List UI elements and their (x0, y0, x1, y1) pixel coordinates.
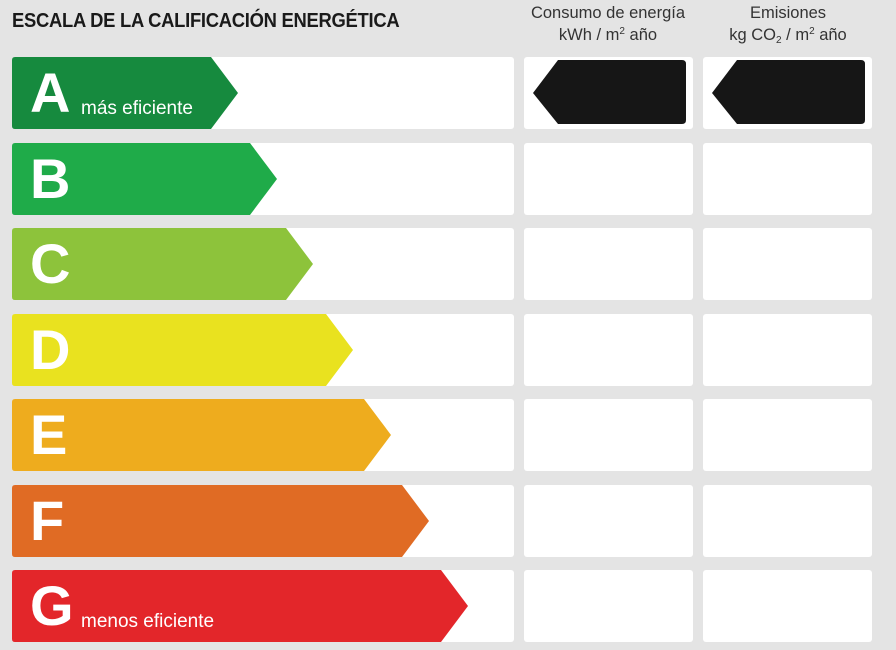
emisiones-cell-a (703, 57, 872, 129)
rating-arrow-f (12, 485, 429, 557)
emisiones-cell-d (703, 314, 872, 386)
consumo-cell-a (524, 57, 693, 129)
rating-letter-a: A (30, 61, 71, 124)
rating-arrow-a (12, 57, 238, 129)
rating-row-d: D (12, 314, 514, 386)
consumo-cell-e (524, 399, 693, 471)
rating-letter-d: D (30, 318, 71, 381)
consumo-cell-g (524, 570, 693, 642)
emisiones-cell-f (703, 485, 872, 557)
emisiones-column-header: Emisiones kg CO2 / m2 año (700, 2, 876, 46)
rating-row-b: B (12, 143, 514, 215)
rating-bar-e: E (12, 399, 391, 471)
rating-row-c: C (12, 228, 514, 300)
emisiones-header-line1: Emisiones (749, 4, 827, 22)
emisiones-cell-g (703, 570, 872, 642)
rating-bar-c: C (12, 228, 313, 300)
rating-letter-e: E (30, 403, 68, 466)
rating-label-a: más eficiente (81, 98, 193, 119)
rating-arrow-g (12, 570, 468, 642)
rating-letter-c: C (30, 232, 71, 295)
rating-bar-f: F (12, 485, 429, 557)
consumo-cell-f (524, 485, 693, 557)
consumo-header-unit: kWh / m2 año (558, 26, 658, 44)
rating-row-f: F (12, 485, 514, 557)
rating-row-e: E (12, 399, 514, 471)
rating-label-g: menos eficiente (81, 611, 215, 632)
emisiones-cell-c (703, 228, 872, 300)
consumo-header-line1: Consumo de energía (530, 4, 686, 22)
consumo-cell-c (524, 228, 693, 300)
emisiones-indicator-arrow (712, 60, 865, 124)
consumo-indicator-arrow (533, 60, 686, 124)
rating-letter-b: B (30, 147, 71, 210)
consumo-cell-d (524, 314, 693, 386)
emisiones-cell-e (703, 399, 872, 471)
rating-bar-d: D (12, 314, 353, 386)
consumo-column-header: Consumo de energía kWh / m2 año (520, 2, 696, 46)
emisiones-cell-b (703, 143, 872, 215)
page-title: ESCALA DE LA CALIFICACIÓN ENERGÉTICA (12, 10, 400, 32)
rating-arrow-e (12, 399, 391, 471)
rating-arrow-b (12, 143, 277, 215)
consumo-cell-b (524, 143, 693, 215)
emisiones-header-unit: kg CO2 / m2 año (729, 26, 847, 46)
rating-letter-f: F (30, 489, 65, 552)
rating-letter-g: G (30, 574, 74, 637)
rating-bar-b: B (12, 143, 277, 215)
rating-arrow-d (12, 314, 353, 386)
rating-arrow-c (12, 228, 313, 300)
